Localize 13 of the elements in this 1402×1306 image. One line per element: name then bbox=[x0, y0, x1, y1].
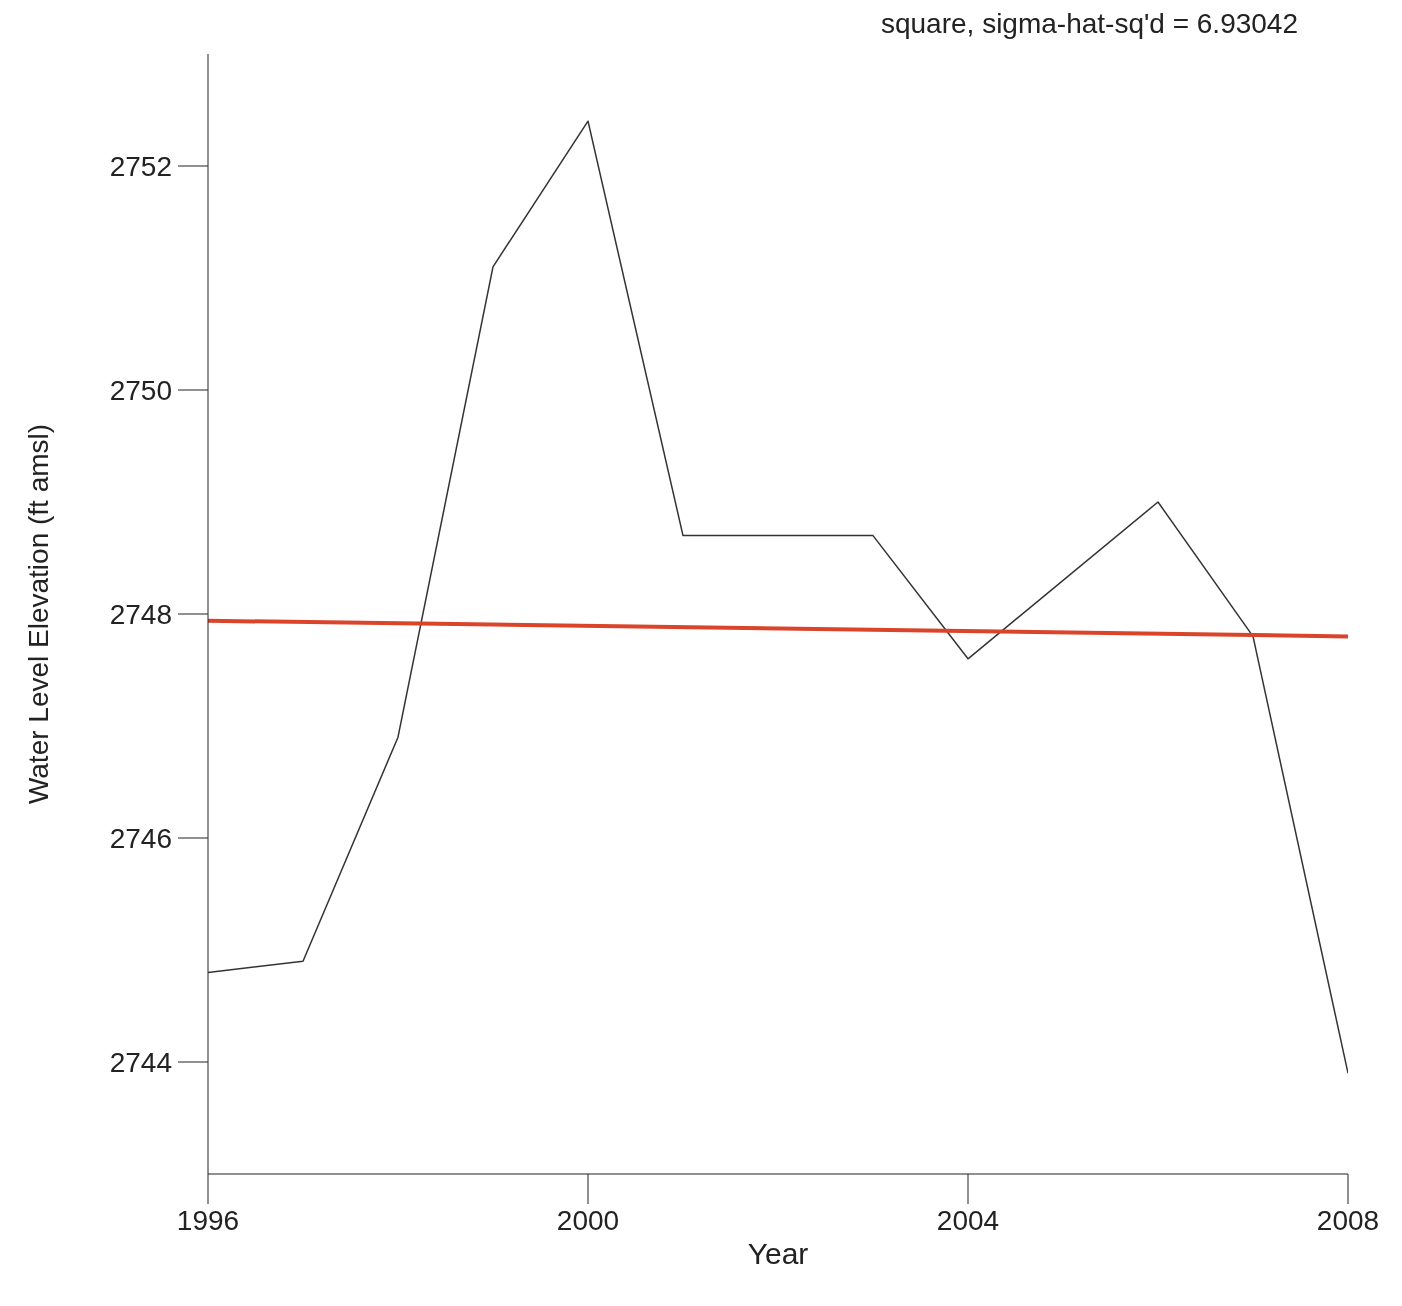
x-tick-label: 2004 bbox=[936, 1205, 1000, 1236]
x-axis-title: Year bbox=[747, 1237, 809, 1270]
x-tick-label: 1996 bbox=[176, 1205, 240, 1236]
y-tick-label: 2750 bbox=[109, 375, 172, 406]
y-axis-title: Water Level Elevation (ft amsl) bbox=[22, 423, 54, 805]
y-tick-label: 2746 bbox=[109, 823, 172, 854]
line-series bbox=[208, 120, 1348, 1074]
y-tick-label: 2752 bbox=[109, 151, 172, 182]
x-tick-label: 2008 bbox=[1316, 1205, 1380, 1236]
text: square, sigma-hat-sq'd = 6.93042 bbox=[879, 8, 1298, 40]
y-tick-label: 2744 bbox=[109, 1047, 172, 1078]
y-tick-label: 2748 bbox=[109, 599, 172, 630]
x-tick-label: 2000 bbox=[556, 1205, 620, 1236]
